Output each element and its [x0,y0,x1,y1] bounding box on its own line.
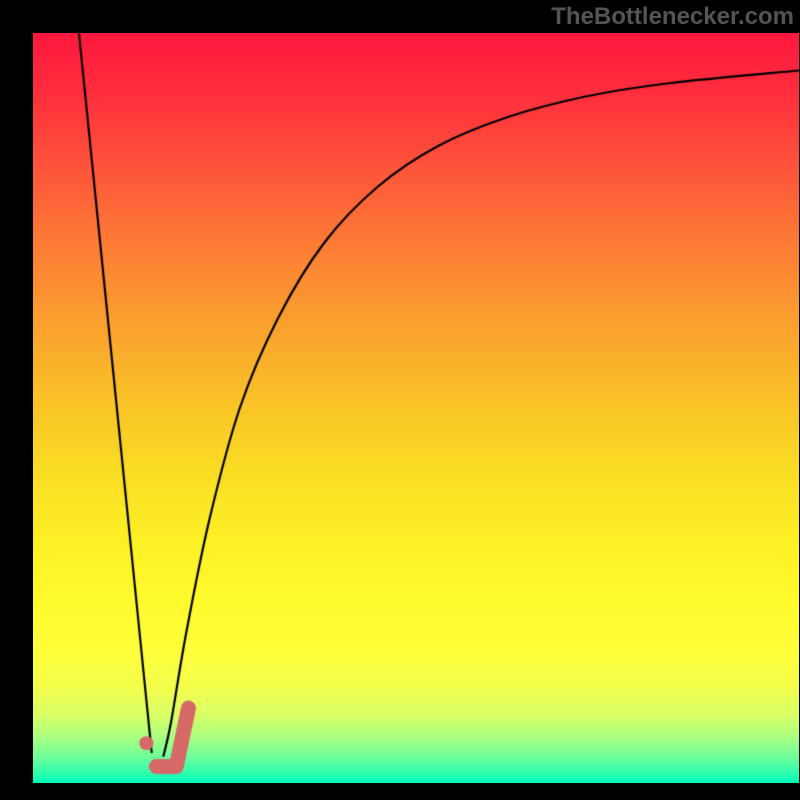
plot-area [33,33,799,783]
chart-container: TheBottlenecker.com [0,0,800,800]
watermark-text: TheBottlenecker.com [551,3,794,31]
bottleneck-curve [33,33,799,783]
